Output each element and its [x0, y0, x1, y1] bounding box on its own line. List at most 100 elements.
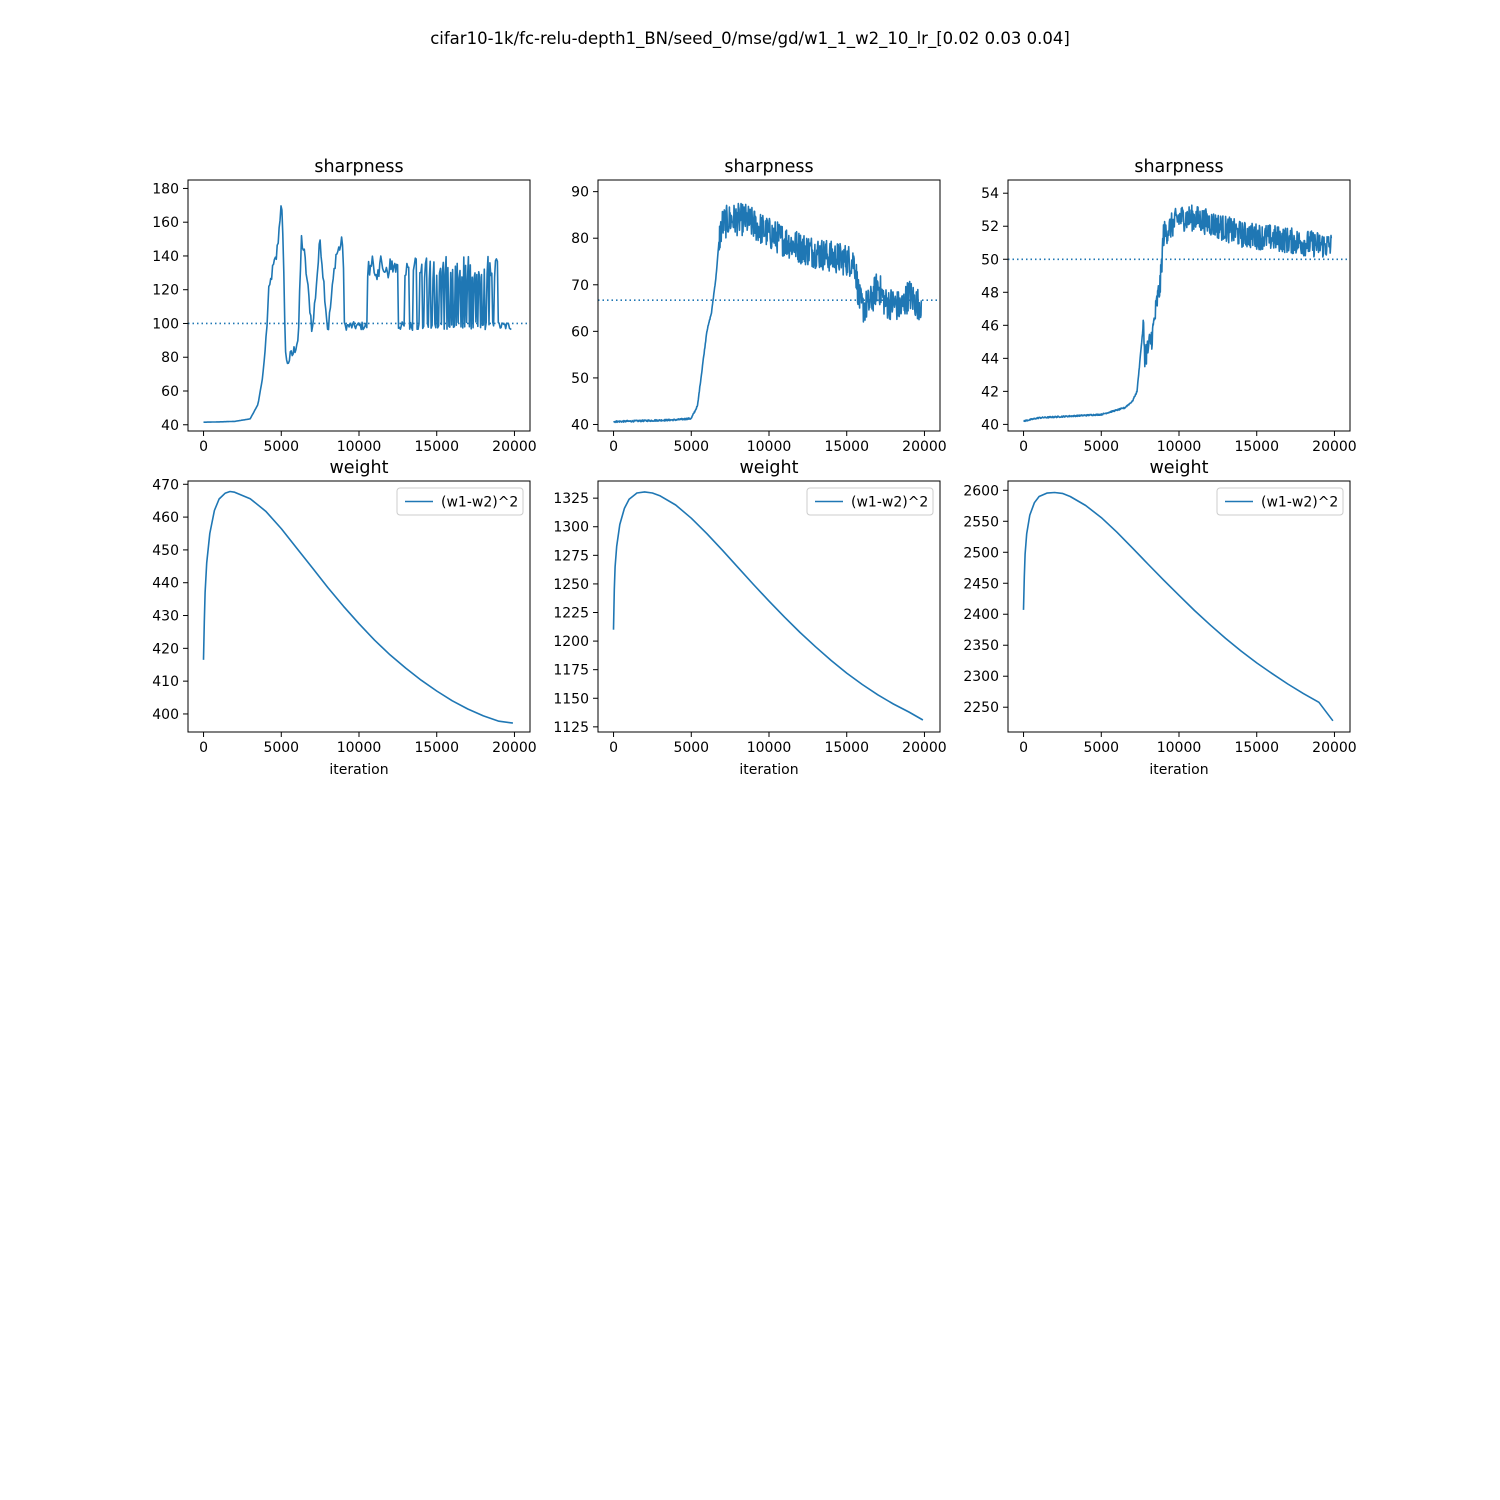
y-tick-label: 140	[152, 249, 179, 265]
x-tick-label: 15000	[414, 740, 459, 756]
y-tick-label: 2250	[963, 700, 999, 716]
x-tick-label: 20000	[492, 439, 537, 455]
x-tick-label: 5000	[673, 439, 709, 455]
x-tick-label: 0	[199, 439, 208, 455]
subplot-title: sharpness	[1134, 157, 1223, 177]
legend-box	[396, 487, 524, 516]
y-tick-label: 40	[981, 417, 999, 433]
subplot-5: weight 0 5000 10000 15000 20000 1125 1150 1175 12…	[553, 458, 946, 778]
x-tick-label: 5000	[1083, 740, 1119, 756]
series-line	[202, 490, 514, 724]
y-tick-label: 48	[981, 285, 999, 301]
legend-label: (w1-w2)^2	[1261, 495, 1338, 511]
subplot-2: sharpness 0 5000 10000 15000 20000 40 50 60 70 80 9…	[571, 157, 947, 455]
y-tick-label: 46	[981, 318, 999, 334]
legend-label: (w1-w2)^2	[851, 495, 928, 511]
y-tick-label: 40	[161, 418, 179, 434]
y-tick-label: 1200	[553, 634, 589, 650]
legend-box	[806, 487, 934, 516]
subplot-1: sharpness 0 5000 10000 15000 20000 40 60 80 100 12…	[152, 157, 536, 455]
y-tick-label: 470	[152, 477, 179, 493]
y-tick-label: 1150	[553, 691, 589, 707]
y-tick-label: 2600	[963, 483, 999, 499]
y-tick-label: 42	[981, 384, 999, 400]
subplot-title: weight	[739, 458, 798, 478]
legend-box	[1216, 487, 1344, 516]
y-tick-label: 450	[152, 543, 179, 559]
y-tick-label: 100	[152, 316, 179, 332]
x-axis-label: iteration	[1149, 762, 1208, 778]
x-tick-label: 0	[609, 439, 618, 455]
x-tick-label: 10000	[337, 740, 382, 756]
x-tick-label: 20000	[902, 439, 947, 455]
series-line	[1022, 491, 1334, 722]
series-line	[613, 202, 923, 424]
x-axis-label: iteration	[329, 762, 388, 778]
y-tick-label: 2550	[963, 514, 999, 530]
legend: (w1-w2)^2	[1216, 487, 1344, 516]
y-tick-label: 2300	[963, 669, 999, 685]
y-tick-label: 1175	[553, 663, 589, 679]
subplot-title: weight	[329, 458, 388, 478]
subplot-title: weight	[1149, 458, 1208, 478]
x-tick-label: 5000	[263, 439, 299, 455]
y-tick-label: 1300	[553, 520, 589, 536]
series-line	[612, 491, 924, 721]
y-tick-label: 2350	[963, 638, 999, 654]
y-tick-label: 50	[571, 371, 589, 387]
y-tick-label: 52	[981, 219, 999, 235]
y-tick-label: 40	[571, 417, 589, 433]
x-tick-label: 20000	[902, 740, 947, 756]
x-tick-label: 0	[1019, 740, 1028, 756]
y-tick-label: 2450	[963, 576, 999, 592]
x-tick-label: 0	[609, 740, 618, 756]
y-tick-label: 1325	[553, 491, 589, 507]
x-tick-label: 20000	[492, 740, 537, 756]
y-tick-label: 60	[161, 384, 179, 400]
x-tick-label: 5000	[673, 740, 709, 756]
series-line	[203, 205, 512, 423]
y-tick-label: 180	[152, 181, 179, 197]
subplot-4: weight 0 5000 10000 15000 20000 400 410 420 430 44…	[152, 458, 536, 778]
y-tick-label: 120	[152, 283, 179, 299]
y-tick-label: 60	[571, 324, 589, 340]
y-tick-label: 1275	[553, 548, 589, 564]
y-tick-label: 80	[161, 350, 179, 366]
y-tick-label: 1250	[553, 577, 589, 593]
y-tick-label: 410	[152, 674, 179, 690]
y-tick-label: 70	[571, 278, 589, 294]
y-tick-label: 44	[981, 351, 999, 367]
x-tick-label: 0	[1019, 439, 1028, 455]
x-tick-label: 20000	[1312, 740, 1357, 756]
y-tick-label: 160	[152, 215, 179, 231]
legend-label: (w1-w2)^2	[441, 495, 518, 511]
y-tick-label: 400	[152, 707, 179, 723]
figure-suptitle: cifar10-1k/fc-relu-depth1_BN/seed_0/mse/…	[430, 29, 1070, 49]
y-tick-label: 420	[152, 641, 179, 657]
subplot-3: sharpness 0 5000 10000 15000 20000 40 42 44 46 48 5…	[981, 157, 1357, 455]
legend: (w1-w2)^2	[806, 487, 934, 516]
x-tick-label: 5000	[263, 740, 299, 756]
y-tick-label: 90	[571, 185, 589, 201]
x-tick-label: 10000	[1157, 439, 1202, 455]
y-tick-label: 1225	[553, 606, 589, 622]
x-tick-label: 10000	[747, 439, 792, 455]
subplot-6: weight 0 5000 10000 15000 20000 2250 2300 2350 24…	[963, 458, 1356, 778]
x-tick-label: 20000	[1312, 439, 1357, 455]
y-tick-label: 2400	[963, 607, 999, 623]
subplot-title: sharpness	[724, 157, 813, 177]
y-tick-label: 54	[981, 186, 999, 202]
y-tick-label: 2500	[963, 545, 999, 561]
x-tick-label: 15000	[1234, 439, 1279, 455]
subplot-title: sharpness	[314, 157, 403, 177]
x-tick-label: 15000	[824, 439, 869, 455]
series-line	[1023, 204, 1333, 423]
y-tick-label: 50	[981, 252, 999, 268]
x-tick-label: 15000	[1234, 740, 1279, 756]
y-tick-label: 1125	[553, 720, 589, 736]
legend: (w1-w2)^2	[396, 487, 524, 516]
y-tick-label: 460	[152, 510, 179, 526]
